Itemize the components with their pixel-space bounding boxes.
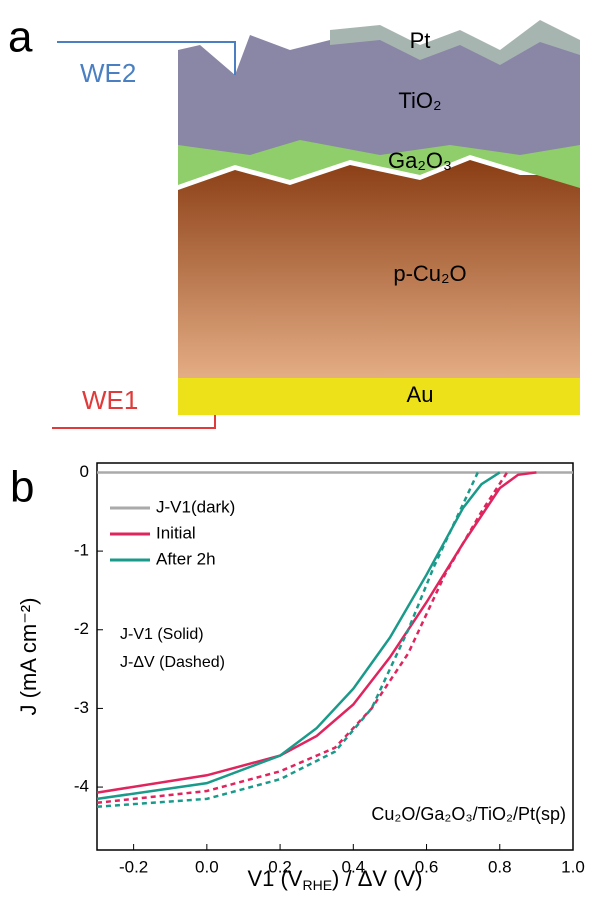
legend-label: After 2h [156, 549, 216, 568]
x-label-part: ) / ΔV (V) [332, 866, 422, 891]
layer-label: TiO₂ [398, 88, 441, 113]
series-line [96, 471, 501, 801]
annotation: Cu₂O/Ga₂O₃/TiO₂/Pt(sp) [371, 804, 566, 824]
x-tick-label: 0.6 [415, 857, 439, 876]
y-tick-label: 0 [80, 462, 89, 481]
panel-letter: a [8, 13, 33, 62]
we1-label: WE1 [82, 385, 138, 415]
we2-lead [57, 41, 236, 75]
layer-label: Ga₂O₃ [388, 148, 452, 173]
legend-label: J-V1(dark) [156, 497, 235, 516]
panel-b: b -0.2 0.0 0.2 0.4 0.6 0.8 1.0 0 -1 -2 -3 -4 V1 (VRH… [10, 462, 585, 893]
layer-label: Pt [410, 28, 431, 53]
layer-label: p-Cu₂O [393, 261, 466, 286]
au-layer [178, 378, 580, 415]
x-tick-label: 1.0 [561, 857, 585, 876]
x-tick-label: -0.2 [119, 857, 148, 876]
x-label-part: RHE [302, 877, 332, 893]
tio2-layer [178, 35, 580, 155]
x-tick-label: 0.4 [341, 857, 365, 876]
series-line [96, 471, 537, 794]
we2-label: WE2 [80, 58, 136, 88]
pt-layer [330, 20, 580, 65]
y-tick-label: -3 [74, 698, 89, 717]
plot-frame [96, 462, 574, 851]
annotation: J-ΔV (Dashed) [120, 654, 225, 671]
y-tick-label: -1 [74, 541, 89, 560]
series-line [96, 471, 509, 805]
x-axis-label: V1 (VRHE) / ΔV (V) [247, 866, 422, 893]
x-tick-label: 0.8 [488, 857, 512, 876]
x-tick-label: 0.0 [195, 857, 219, 876]
y-axis-label: J (mA cm⁻²) [16, 598, 41, 716]
x-label-part: V1 (V [247, 866, 302, 891]
y-tick-label: -2 [74, 619, 89, 638]
we1-lead [52, 415, 216, 429]
cu2o-layer [178, 160, 580, 378]
annotation: J-V1 (Solid) [120, 626, 204, 643]
legend-label: Initial [156, 523, 196, 542]
panel-a: a WE2 WE1 Pt TiO₂ Ga₂O₃ p-Cu₂O Au [8, 13, 580, 429]
panel-letter: b [10, 463, 34, 512]
series-line [96, 471, 479, 808]
layer-label: Au [407, 382, 434, 407]
y-tick-label: -4 [74, 777, 89, 796]
x-tick-label: 0.2 [268, 857, 292, 876]
